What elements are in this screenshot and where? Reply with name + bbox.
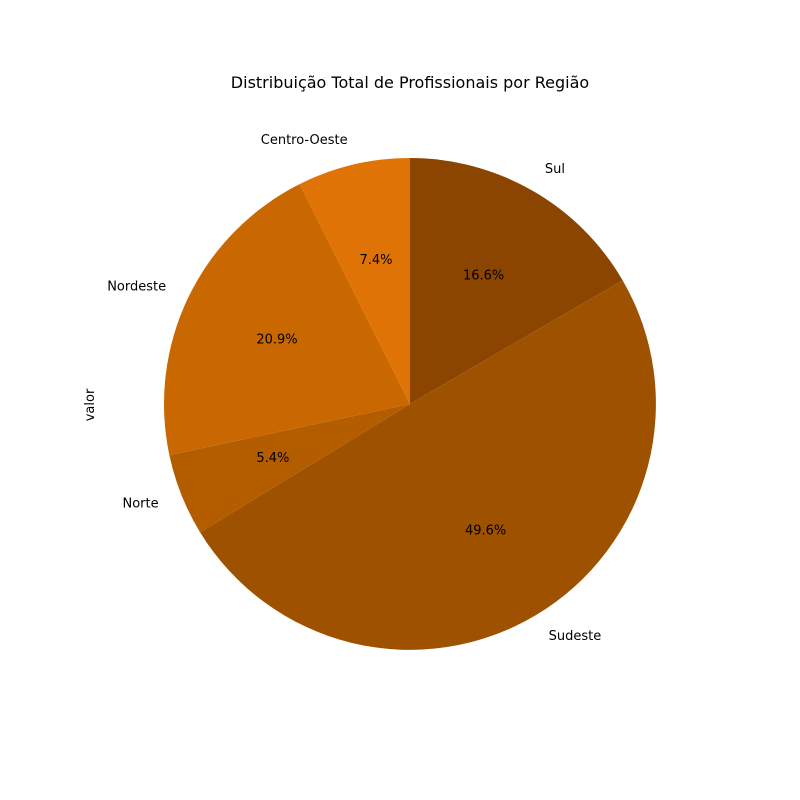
pie-slices [164, 158, 656, 650]
slice-label-centro-oeste: Centro-Oeste [261, 133, 348, 148]
slice-percent-sudeste: 49.6% [465, 523, 506, 538]
chart-title: Distribuição Total de Profissionais por … [231, 73, 589, 92]
slice-percent-sul: 16.6% [463, 269, 504, 284]
slice-label-nordeste: Nordeste [107, 279, 166, 294]
pie-slice-centro-oeste [299, 158, 410, 404]
y-axis-label: valor [83, 388, 98, 421]
slice-label-norte: Norte [122, 497, 158, 512]
pie-slice-nordeste [164, 184, 410, 456]
pie-slice-sudeste [200, 280, 656, 650]
slice-percent-norte: 5.4% [256, 451, 289, 466]
slice-percent-centro-oeste: 7.4% [359, 253, 392, 268]
slice-label-sul: Sul [545, 162, 565, 177]
pie-labels: Sul 16.6% Sudeste 49.6% Norte 5.4% Nordeste 20.… [107, 133, 601, 644]
pie-slice-norte [169, 404, 410, 533]
pie-slice-sul [410, 158, 623, 404]
slice-label-sudeste: Sudeste [549, 629, 602, 644]
slice-percent-nordeste: 20.9% [256, 333, 297, 348]
